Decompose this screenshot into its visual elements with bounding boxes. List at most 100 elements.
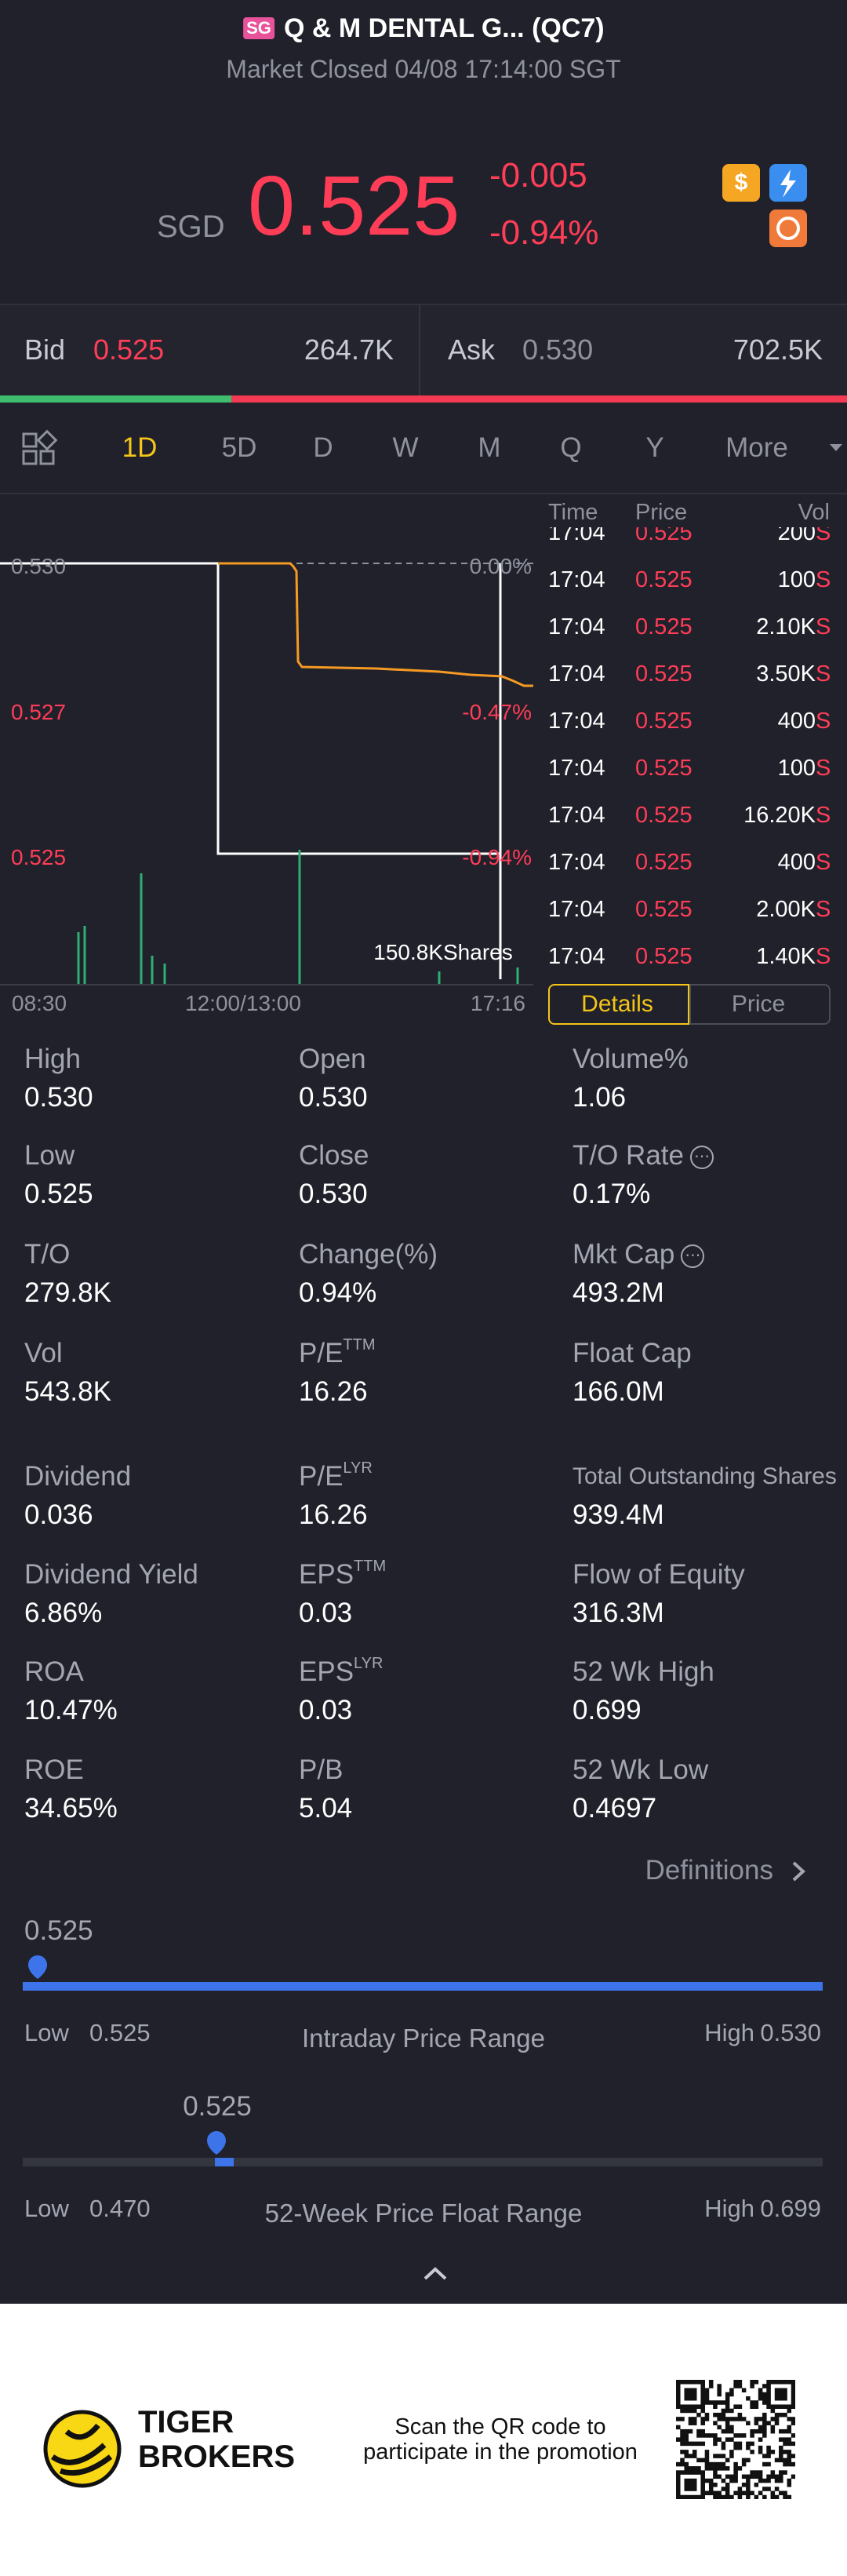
qr-module: [762, 2487, 767, 2491]
price-change: -0.005: [489, 156, 587, 195]
qr-module: [721, 2428, 726, 2434]
qr-module: [729, 2428, 734, 2434]
more-arrow[interactable]: [830, 444, 842, 451]
qr-module: [770, 2450, 776, 2454]
timeframe-tab[interactable]: D: [313, 432, 333, 463]
trade-time: 17:04: [548, 614, 605, 639]
intraday-high-label: High: [704, 2019, 754, 2046]
stat-label: Dividend Yield: [24, 1555, 198, 1594]
qr-module: [704, 2450, 710, 2454]
timeframe-tab[interactable]: 5D: [221, 432, 257, 463]
timeframe-tab[interactable]: More: [725, 432, 788, 463]
qr-module: [754, 2404, 759, 2409]
stat-label: 52 Wk Low: [573, 1751, 708, 1790]
stat-label-text: Low: [24, 1140, 75, 1171]
trade-side: S: [816, 567, 831, 592]
timeframe-tab[interactable]: W: [392, 432, 419, 463]
qr-module: [791, 2441, 795, 2447]
stat-value: 5.04: [299, 1793, 353, 1824]
stat-label-text: Total Outstanding Shares: [573, 1463, 837, 1489]
qr-module: [733, 2417, 738, 2421]
qr-module: [721, 2494, 726, 2499]
qr-module: [684, 2450, 689, 2454]
qr-module: [729, 2408, 734, 2414]
qr-module: [725, 2428, 730, 2434]
timeframe-tab[interactable]: 1D: [122, 432, 158, 463]
market-badge: SG: [243, 17, 274, 39]
stat-value: 0.94%: [299, 1277, 377, 1308]
qr-module: [713, 2490, 718, 2496]
qr-module: [717, 2392, 722, 2397]
qr-module: [713, 2466, 718, 2471]
trade-side: S: [816, 944, 831, 969]
definitions-link[interactable]: Definitions: [645, 1855, 773, 1886]
qr-module: [774, 2396, 780, 2401]
qr-module: [717, 2474, 722, 2479]
qr-module: [733, 2466, 738, 2471]
qr-module: [770, 2404, 776, 2409]
price-axis-label: 0.530: [11, 554, 67, 578]
details-toggle[interactable]: [548, 984, 689, 1025]
qr-module: [741, 2433, 747, 2438]
grid-icon[interactable]: [22, 429, 58, 465]
timeframe-tab[interactable]: Y: [645, 432, 664, 463]
qr-module: [680, 2428, 685, 2434]
stat-label-text: Close: [299, 1140, 369, 1171]
trade-time: 17:04: [548, 709, 605, 734]
qr-module: [746, 2421, 751, 2425]
qr-module: [684, 2454, 689, 2458]
qr-module: [684, 2396, 689, 2401]
qr-module: [725, 2421, 730, 2425]
qr-module: [750, 2441, 754, 2447]
qr-module: [787, 2417, 792, 2421]
trade-side: S: [816, 709, 831, 734]
timeframe-tab[interactable]: M: [478, 432, 501, 463]
qr-module: [729, 2474, 734, 2479]
qr-module: [791, 2421, 795, 2425]
stat-value: 16.26: [299, 1499, 368, 1530]
qr-module: [758, 2392, 763, 2397]
qr-module: [774, 2388, 780, 2393]
info-icon[interactable]: ⋯: [689, 1145, 714, 1169]
qr-module: [762, 2428, 767, 2434]
price-axis-label: 0.525: [11, 845, 67, 869]
qr-module: [688, 2396, 693, 2401]
qr-module: [676, 2400, 681, 2405]
qr-module: [787, 2425, 792, 2430]
intraday-low-label: Low: [24, 2019, 69, 2046]
stat-value: 6.86%: [24, 1598, 103, 1628]
stat-value: 316.3M: [573, 1598, 664, 1628]
qr-module: [758, 2470, 763, 2475]
timeframe-tab[interactable]: Q: [560, 432, 582, 463]
stat-label: Mkt Cap ⋯: [573, 1235, 705, 1274]
qr-module: [729, 2454, 734, 2458]
qr-module: [750, 2404, 754, 2409]
trade-time: 17:04: [548, 567, 605, 592]
qr-module: [746, 2478, 751, 2483]
stat-value: 0.525: [24, 1179, 93, 1209]
qr-module: [733, 2490, 738, 2496]
stat-label-text: P/B: [299, 1754, 344, 1785]
qr-module: [704, 2466, 710, 2471]
qr-module: [725, 2392, 730, 2397]
qr-module: [704, 2412, 710, 2418]
qr-module: [787, 2441, 792, 2447]
qr-module: [779, 2474, 783, 2479]
info-icon[interactable]: ⋯: [681, 1244, 705, 1268]
qr-module: [725, 2458, 730, 2463]
qr-module: [725, 2483, 730, 2487]
price-toggle[interactable]: [689, 984, 831, 1025]
qr-module: [721, 2400, 726, 2405]
qr-module: [688, 2466, 693, 2471]
qr-module: [750, 2474, 754, 2479]
stat-label: ROA: [24, 1652, 84, 1692]
qr-module: [721, 2461, 726, 2467]
stat-label-text: High: [24, 1044, 81, 1074]
stat-value: 10.47%: [24, 1695, 118, 1725]
qr-module: [783, 2441, 787, 2447]
qr-module: [713, 2412, 718, 2418]
qr-module: [708, 2478, 714, 2483]
stat-label-text: Flow of Equity: [573, 1559, 745, 1590]
qr-module: [787, 2494, 792, 2499]
qr-module: [758, 2478, 763, 2483]
